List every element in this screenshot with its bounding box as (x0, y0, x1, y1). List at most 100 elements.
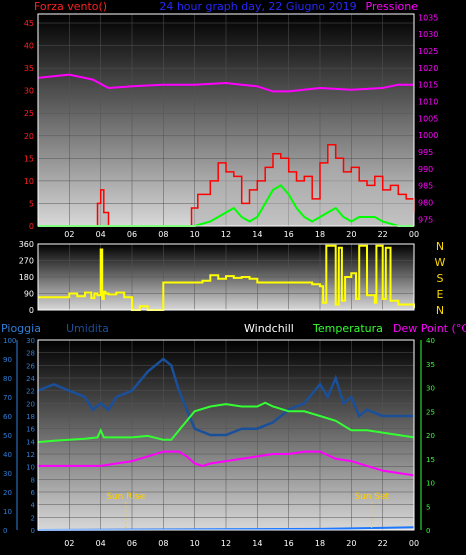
pressure-tick-label: 1025 (418, 47, 438, 56)
temp-tick-label: 25 (426, 408, 435, 416)
temp-x-tick-label: 12 (221, 539, 231, 548)
wind-average-line (38, 184, 414, 227)
wind-gust-line (38, 144, 415, 227)
direction-tick-label: 90 (24, 290, 34, 299)
wind-x-tick-label: 04 (96, 230, 106, 239)
wind-tick-label: 45 (24, 19, 34, 28)
humidity-tick-label: 16 (26, 426, 35, 434)
wind-tick-label: 10 (24, 177, 34, 186)
pressure-tick-label: 980 (418, 198, 433, 207)
rain-tick-label: 60 (3, 413, 12, 421)
temp-tick-label: 35 (426, 361, 435, 369)
pressure-tick-label: 1010 (418, 97, 438, 106)
pressure-tick-label: 1020 (418, 64, 438, 73)
temp-tick-label: 40 (426, 337, 435, 345)
wind-x-tick-label: 12 (221, 230, 231, 239)
temp-tick-label: 20 (426, 432, 435, 440)
rain-tick-label: 90 (3, 356, 12, 364)
sunrise-label: Sun Rise (106, 492, 145, 502)
humidity-line (37, 357, 414, 437)
wind-x-tick-label: 00 (409, 230, 419, 239)
compass-e: E (437, 288, 444, 301)
chart-title: 24 hour graph day, 22 Giugno 2019 (159, 0, 356, 13)
panel2-border (37, 243, 415, 311)
wind-tick-label: 15 (24, 154, 34, 163)
compass-n-bottom: N (436, 304, 444, 317)
temp-x-tick-label: 06 (127, 539, 137, 548)
temp-x-tick-label: 14 (252, 539, 262, 548)
humidity-tick-label: 18 (26, 413, 35, 421)
wind-x-tick-label: 18 (315, 230, 325, 239)
wind-x-tick-label: 16 (284, 230, 294, 239)
wind-x-tick-label: 10 (190, 230, 200, 239)
temp-x-tick-label: 04 (96, 539, 106, 548)
rain-tick-label: 30 (3, 470, 12, 478)
pressure-tick-label: 1005 (418, 114, 438, 123)
wind-tick-label: 20 (24, 132, 34, 141)
humidity-tick-label: 22 (26, 388, 35, 396)
legend-temperature: Temperatura (312, 322, 383, 335)
pressure-tick-label: 990 (418, 165, 433, 174)
temp-tick-label: 15 (426, 456, 435, 464)
wind-tick-label: 30 (24, 87, 34, 96)
humidity-tick-label: 6 (31, 489, 36, 497)
rain-tick-label: 50 (3, 432, 12, 440)
humidity-tick-label: 10 (26, 464, 35, 472)
temp-x-tick-label: 18 (315, 539, 325, 548)
temp-x-tick-label: 00 (409, 539, 419, 548)
pressure-line (37, 73, 414, 93)
compass-s: S (437, 272, 444, 285)
compass-n-top: N (436, 240, 444, 253)
pressure-tick-label: 995 (418, 148, 433, 157)
dewpoint-line (38, 450, 415, 477)
rain-tick-label: 10 (3, 508, 12, 516)
direction-tick-label: 0 (29, 306, 34, 315)
temp-x-tick-label: 16 (284, 539, 294, 548)
temp-x-tick-label: 20 (346, 539, 356, 548)
legend-humidity: Umidita (66, 322, 109, 335)
pressure-tick-label: 1030 (418, 30, 438, 39)
wind-tick-label: 5 (29, 199, 34, 208)
pressure-tick-label: 1015 (418, 81, 438, 90)
panel3-border (37, 339, 415, 531)
pressure-tick-label: 985 (418, 182, 433, 191)
rain-tick-label: 0 (3, 527, 7, 535)
temp-tick-label: 30 (426, 385, 435, 393)
legend-dewpoint: Dew Point (°C) (393, 322, 466, 335)
wind-x-tick-label: 14 (252, 230, 262, 239)
wind-tick-label: 0 (29, 222, 34, 231)
rain-tick-label: 40 (3, 451, 12, 459)
humidity-tick-label: 20 (26, 400, 35, 408)
humidity-tick-label: 28 (26, 350, 35, 358)
humidity-tick-label: 0 (31, 527, 35, 535)
pressure-tick-label: 1035 (418, 13, 438, 22)
wind-x-tick-label: 22 (378, 230, 388, 239)
wind-axis-title: Forza vento() (34, 0, 107, 13)
direction-tick-label: 360 (19, 240, 34, 249)
wind-x-tick-label: 06 (127, 230, 137, 239)
pressure-tick-label: 975 (418, 215, 433, 224)
humidity-tick-label: 26 (26, 362, 35, 370)
temperature-line (37, 401, 415, 444)
rain-tick-label: 100 (3, 337, 16, 345)
temp-tick-label: 10 (426, 480, 435, 488)
wind-x-tick-label: 08 (158, 230, 168, 239)
humidity-tick-label: 14 (26, 438, 35, 446)
humidity-tick-label: 2 (31, 514, 35, 522)
compass-w: W (435, 256, 446, 269)
temp-tick-label: 5 (426, 503, 430, 511)
direction-tick-label: 180 (19, 273, 34, 282)
wind-x-tick-label: 20 (346, 230, 356, 239)
humidity-tick-label: 24 (26, 375, 35, 383)
humidity-tick-label: 4 (31, 502, 36, 510)
humidity-tick-label: 30 (26, 337, 35, 345)
rain-tick-label: 80 (3, 375, 12, 383)
temp-x-tick-label: 22 (378, 539, 388, 548)
wind-tick-label: 25 (24, 109, 34, 118)
legend-rain: Pioggia (1, 322, 41, 335)
wind-direction-line (38, 244, 415, 311)
wind-tick-label: 40 (24, 42, 34, 51)
direction-tick-label: 270 (19, 257, 34, 266)
rain-tick-label: 20 (3, 489, 12, 497)
